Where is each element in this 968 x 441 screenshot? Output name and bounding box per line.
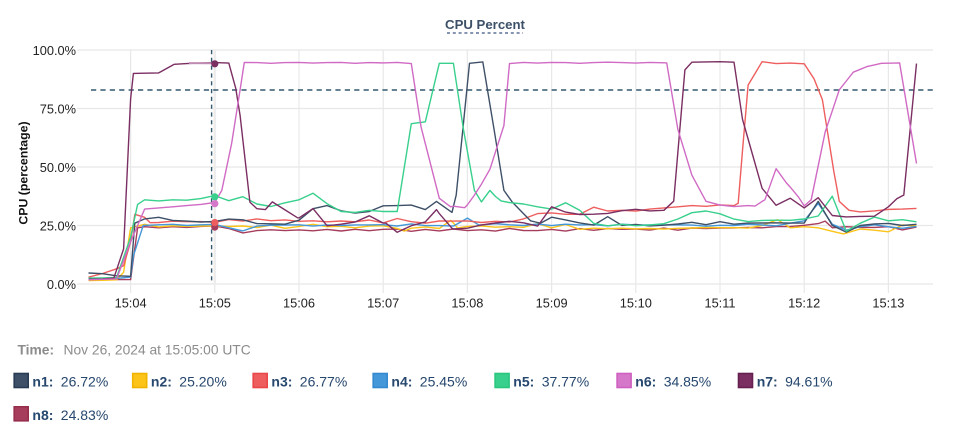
svg-text:15:10: 15:10 [620, 296, 652, 311]
svg-text:26.77%: 26.77% [300, 374, 347, 390]
svg-text:25.0%: 25.0% [40, 218, 76, 233]
svg-text:n8:: n8: [32, 407, 53, 423]
svg-text:15:07: 15:07 [367, 296, 399, 311]
svg-text:25.20%: 25.20% [179, 374, 226, 390]
svg-text:n2:: n2: [151, 374, 172, 390]
svg-text:n7:: n7: [757, 374, 778, 390]
svg-text:50.0%: 50.0% [40, 160, 76, 175]
svg-text:15:06: 15:06 [283, 296, 315, 311]
svg-text:24.83%: 24.83% [61, 407, 108, 423]
svg-text:94.61%: 94.61% [785, 374, 832, 390]
svg-text:15:09: 15:09 [536, 296, 568, 311]
svg-text:15:12: 15:12 [788, 296, 820, 311]
svg-text:n5:: n5: [513, 374, 534, 390]
svg-text:15:04: 15:04 [115, 296, 147, 311]
svg-text:15:11: 15:11 [704, 296, 735, 311]
svg-text:75.0%: 75.0% [40, 101, 76, 116]
svg-text:15:08: 15:08 [451, 296, 483, 311]
svg-text:CPU (percentage): CPU (percentage) [17, 121, 31, 224]
svg-text:15:05: 15:05 [199, 296, 231, 311]
svg-text:15:13: 15:13 [872, 296, 904, 311]
svg-text:25.45%: 25.45% [420, 374, 467, 390]
svg-text:37.77%: 37.77% [542, 374, 589, 390]
svg-text:n6:: n6: [635, 374, 656, 390]
svg-text:Time:Nov 26, 2024 at 15:05:00: Time: Nov 26, 2024 at 15:05:00 UTC [18, 343, 251, 358]
svg-text:34.85%: 34.85% [664, 374, 711, 390]
svg-text:n4:: n4: [391, 374, 412, 390]
svg-text:0.0%: 0.0% [47, 277, 76, 292]
svg-text:26.72%: 26.72% [61, 374, 108, 390]
svg-text:CPU Percent: CPU Percent [445, 17, 525, 32]
svg-text:n3:: n3: [271, 374, 292, 390]
svg-text:100.0%: 100.0% [33, 43, 76, 58]
svg-text:n1:: n1: [32, 374, 53, 390]
